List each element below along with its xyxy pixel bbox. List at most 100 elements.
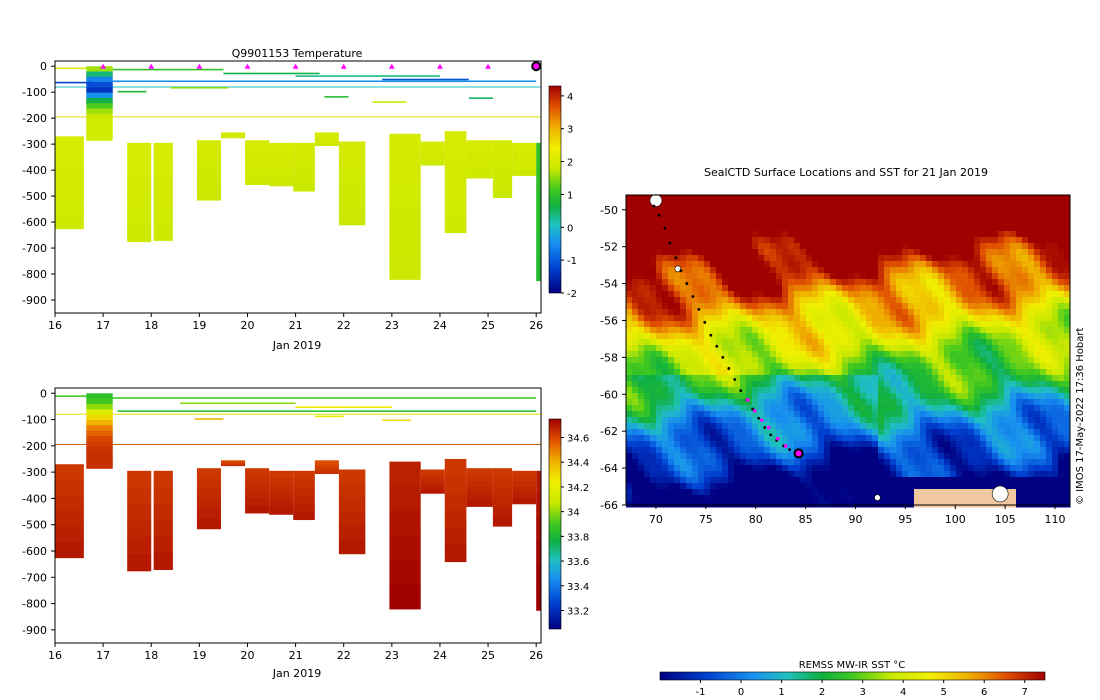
track-point-13 bbox=[727, 367, 731, 370]
track-point-12 bbox=[721, 355, 725, 359]
x-tick-label-10: 26 bbox=[529, 649, 543, 662]
surface-marker-0 bbox=[100, 63, 107, 69]
salinity-colorbar bbox=[548, 418, 562, 630]
x-tick-label-9: 25 bbox=[481, 319, 495, 332]
layer-line-2 bbox=[223, 72, 320, 75]
profile-1 bbox=[86, 393, 113, 469]
lon-tick-label-2: 80 bbox=[749, 513, 763, 526]
track-point-1 bbox=[657, 213, 661, 217]
lat-tick-label-5: -60 bbox=[600, 388, 618, 401]
track-point-19 bbox=[763, 426, 767, 429]
last-position-marker bbox=[793, 448, 804, 459]
lon-tick-label-8: 110 bbox=[1045, 513, 1066, 526]
profile-14 bbox=[466, 140, 493, 179]
temperature-y-axis: 0 -100 -200 -300 -400 -500 -600 -700 -800 -900 bbox=[22, 60, 55, 307]
seal-track bbox=[652, 204, 804, 459]
credit-text: © IMOS 17-May-2022 17:36 Hobart bbox=[1075, 328, 1086, 505]
sst-colorbar-tick-label-5: 4 bbox=[900, 687, 906, 698]
current-day-point-0 bbox=[745, 398, 750, 402]
y-tick-label-5: -500 bbox=[22, 190, 47, 203]
x-tick-label-7: 23 bbox=[385, 649, 399, 662]
salinity-y-axis: 0 -100 -200 -300 -400 -500 -600 -700 -800 -900 bbox=[22, 387, 55, 637]
profile-11 bbox=[389, 461, 421, 610]
surface-marker-2 bbox=[196, 63, 203, 69]
profile-0 bbox=[55, 136, 84, 230]
x-tick-label-2: 18 bbox=[144, 649, 158, 662]
track-point-15 bbox=[739, 389, 743, 392]
x-tick-label-2: 18 bbox=[144, 319, 158, 332]
ice-patch-2 bbox=[874, 494, 881, 501]
profile-6 bbox=[245, 140, 270, 186]
track-point-8 bbox=[697, 308, 701, 311]
profile-7 bbox=[269, 470, 294, 515]
lon-tick-label-1: 75 bbox=[699, 513, 713, 526]
x-tick-label-10: 26 bbox=[529, 319, 543, 332]
layer-line-6 bbox=[382, 419, 412, 422]
temperature-plot-frame bbox=[54, 60, 542, 314]
temperature-profiles bbox=[55, 61, 542, 282]
colorbar-tick-label-1: 34.4 bbox=[567, 458, 589, 469]
profile-13 bbox=[444, 458, 467, 563]
colorbar-tick-label-5: -1 bbox=[567, 256, 577, 267]
x-tick-label-0: 16 bbox=[48, 319, 62, 332]
layer-line-0 bbox=[55, 395, 87, 397]
x-tick-label-3: 19 bbox=[192, 649, 206, 662]
lon-tick-label-4: 90 bbox=[848, 513, 862, 526]
layer-line-3 bbox=[295, 406, 392, 409]
layer-line-4 bbox=[112, 80, 537, 83]
layer-line-8 bbox=[117, 90, 147, 93]
profile-4 bbox=[196, 140, 222, 201]
profile-12 bbox=[420, 141, 445, 166]
current-day-point-1 bbox=[752, 409, 757, 413]
temperature-x-axis: 16 17 18 19 20 21 22 23 24 25 26 bbox=[48, 313, 543, 332]
profile-5 bbox=[221, 460, 246, 467]
salinity-x-axis: 16 17 18 19 20 21 22 23 24 25 26 bbox=[48, 643, 543, 662]
x-tick-label-5: 21 bbox=[289, 649, 303, 662]
profile-14 bbox=[466, 468, 493, 507]
profile-6 bbox=[245, 468, 270, 514]
layer-line-11 bbox=[324, 96, 349, 98]
track-point-4 bbox=[674, 256, 678, 260]
track-point-2 bbox=[663, 226, 667, 230]
y-tick-label-0: 0 bbox=[40, 387, 47, 400]
profile-2 bbox=[127, 470, 152, 572]
sst-colorbar-tick-label-2: 1 bbox=[778, 687, 784, 698]
sst-colorbar-tick-label-7: 6 bbox=[981, 687, 987, 698]
colorbar-tick-label-3: 34 bbox=[567, 508, 580, 519]
track-point-0 bbox=[652, 204, 656, 208]
layer-line-1 bbox=[112, 68, 224, 71]
layer-line-6 bbox=[55, 81, 94, 84]
x-tick-label-4: 20 bbox=[240, 319, 254, 332]
profile-16 bbox=[512, 142, 537, 176]
x-tick-label-4: 20 bbox=[240, 649, 254, 662]
y-tick-label-8: -800 bbox=[22, 268, 47, 281]
temperature-background bbox=[55, 86, 541, 118]
surface-marker-3 bbox=[244, 63, 251, 69]
track-point-6 bbox=[685, 282, 689, 285]
x-tick-label-3: 19 bbox=[192, 319, 206, 332]
temperature-chart-title: Q9901153 Temperature bbox=[232, 47, 363, 60]
y-tick-label-5: -500 bbox=[22, 519, 47, 532]
lat-tick-label-2: -54 bbox=[600, 278, 618, 291]
lat-tick-label-1: -52 bbox=[600, 241, 618, 254]
sst-colorbar-tick-label-6: 5 bbox=[940, 687, 946, 698]
sst-colorbar-tick-label-1: 0 bbox=[738, 687, 744, 698]
colorbar-tick-label-0: 4 bbox=[567, 92, 573, 103]
sst-colorbar bbox=[659, 671, 1046, 681]
profile-10 bbox=[338, 469, 366, 555]
profile-10 bbox=[338, 141, 366, 226]
sst-colorbar-tick-label-8: 7 bbox=[1022, 687, 1028, 698]
map-title: SealCTD Surface Locations and SST for 21… bbox=[704, 166, 988, 179]
x-tick-label-6: 22 bbox=[337, 649, 351, 662]
salinity-plot-frame bbox=[54, 387, 542, 644]
y-tick-label-9: -900 bbox=[22, 624, 47, 637]
colorbar-tick-label-1: 3 bbox=[567, 125, 573, 136]
x-tick-label-5: 21 bbox=[289, 319, 303, 332]
profile-17 bbox=[536, 142, 541, 282]
salinity-colorbar-ticks: 34.6 34.4 34.2 34 33.8 33.6 33.4 33.2 bbox=[561, 434, 589, 617]
y-tick-label-2: -200 bbox=[22, 112, 47, 125]
lon-tick-label-6: 100 bbox=[945, 513, 966, 526]
layer-line-7 bbox=[170, 86, 229, 89]
x-tick-label-0: 16 bbox=[48, 649, 62, 662]
track-point-14 bbox=[733, 378, 737, 381]
